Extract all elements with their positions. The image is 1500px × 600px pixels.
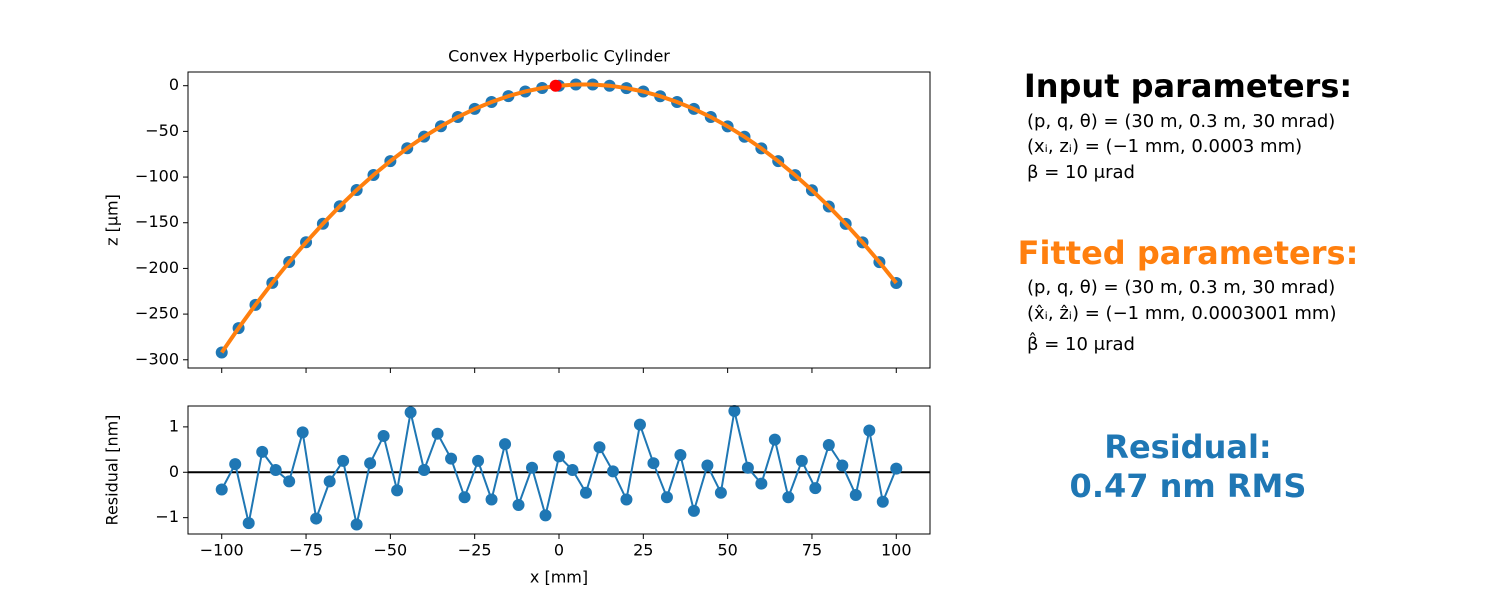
data-point <box>418 464 431 476</box>
input-line: β = 10 μrad <box>1027 162 1135 183</box>
data-point <box>472 454 485 467</box>
data-point <box>890 462 903 475</box>
data-point <box>593 441 606 454</box>
data-point <box>337 454 350 467</box>
data-point <box>215 483 228 496</box>
data-point <box>445 452 458 465</box>
y-tick-label: −250 <box>135 304 179 323</box>
y-axis-label: Residual [nm] <box>103 415 122 526</box>
data-point <box>539 509 552 522</box>
data-point <box>458 491 471 504</box>
y-tick-label: −50 <box>145 121 179 140</box>
data-point <box>526 461 539 474</box>
residual-label: Residual: <box>1104 428 1272 466</box>
x-tick-label: −100 <box>200 541 244 560</box>
y-tick-label: −1 <box>155 507 179 526</box>
data-point <box>431 427 444 440</box>
residual-value: 0.47 nm RMS <box>1069 467 1307 505</box>
y-tick-label: 0 <box>169 462 179 481</box>
data-point <box>741 461 754 474</box>
input-line: (p, q, θ) = (30 m, 0.3 m, 30 mrad) <box>1027 111 1336 132</box>
data-point <box>620 493 633 506</box>
data-point <box>687 504 700 517</box>
series-line <box>220 410 898 525</box>
data-point <box>579 486 592 499</box>
input-line: (xᵢ, zᵢ) = (−1 mm, 0.0003 mm) <box>1027 136 1303 157</box>
fitted-line: (x̂ᵢ, ẑᵢ) = (−1 mm, 0.0003001 mm) <box>1027 303 1337 324</box>
data-point <box>795 454 808 467</box>
data-point <box>512 498 525 511</box>
data-point <box>755 477 768 490</box>
data-point <box>310 512 323 525</box>
data-point <box>242 517 255 530</box>
data-point <box>256 445 269 458</box>
chart-title: Convex Hyperbolic Cylinder <box>448 47 670 66</box>
data-point <box>377 429 390 442</box>
x-axis-label: x [mm] <box>530 568 588 587</box>
y-tick-label: 0 <box>169 75 179 94</box>
data-point <box>822 439 835 452</box>
y-tick-label: −300 <box>135 349 179 368</box>
data-point <box>836 459 849 472</box>
fitted-line: β̂ = 10 μrad <box>1027 334 1135 355</box>
data-point <box>606 465 619 478</box>
x-tick-label: −25 <box>458 541 492 560</box>
data-point <box>633 418 646 431</box>
data-point <box>404 406 417 419</box>
x-tick-label: 0 <box>554 541 564 560</box>
x-tick-label: −50 <box>373 541 407 560</box>
data-point <box>768 433 781 446</box>
y-tick-label: −150 <box>135 212 179 231</box>
data-point <box>674 449 687 462</box>
data-point <box>782 491 795 504</box>
x-tick-label: 50 <box>717 541 737 560</box>
fitted-title: Fitted parameters: <box>1017 234 1359 272</box>
data-point <box>660 491 673 504</box>
y-tick-label: 1 <box>169 416 179 435</box>
y-tick-label: −200 <box>135 258 179 277</box>
data-point <box>296 426 309 439</box>
plot-frame <box>187 71 931 369</box>
data-point <box>549 79 562 92</box>
data-point <box>229 458 242 471</box>
data-point <box>701 459 714 472</box>
data-point <box>269 464 282 476</box>
data-point <box>350 518 363 531</box>
plot-frame <box>187 405 931 535</box>
data-point <box>391 484 404 497</box>
data-point <box>728 404 741 417</box>
data-point <box>566 464 579 476</box>
data-point <box>849 488 862 501</box>
x-tick-label: 100 <box>881 541 912 560</box>
y-tick-label: −100 <box>135 167 179 186</box>
y-axis-label: z [µm] <box>103 194 122 246</box>
fitted-line: (p, q, θ) = (30 m, 0.3 m, 30 mrad) <box>1027 277 1336 298</box>
data-point <box>876 495 889 508</box>
data-point <box>485 493 498 506</box>
data-point <box>647 457 660 470</box>
x-tick-label: 25 <box>633 541 653 560</box>
data-point <box>283 475 296 488</box>
data-point <box>714 486 727 499</box>
data-point <box>323 475 336 488</box>
data-point <box>863 424 876 437</box>
data-point <box>499 438 512 451</box>
x-tick-label: 75 <box>802 541 822 560</box>
x-tick-label: −75 <box>289 541 323 560</box>
data-point <box>553 450 565 463</box>
input-title: Input parameters: <box>1023 67 1353 105</box>
data-point <box>809 482 822 495</box>
data-point <box>364 457 377 470</box>
